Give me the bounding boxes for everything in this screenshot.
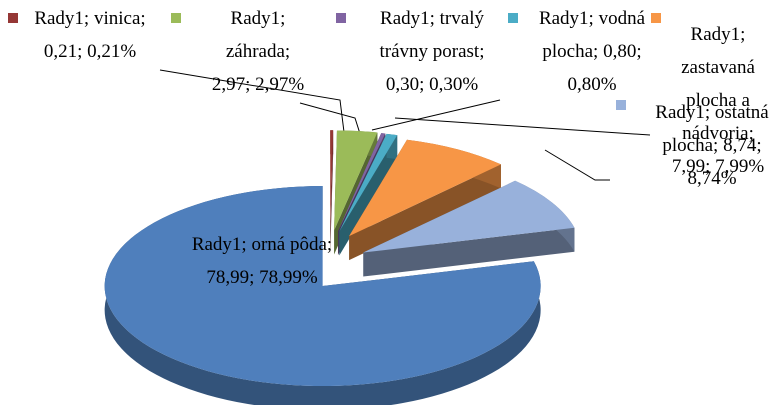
data-label: Rady1; orná pôda; 78,99; 78,99% <box>191 234 333 288</box>
data-label: Rady1; trvalý trávny porast; 0,30; 0,30% <box>379 8 485 95</box>
slice <box>330 130 334 231</box>
slice <box>339 133 398 232</box>
leader-line <box>544 149 610 181</box>
slice <box>334 130 378 231</box>
legend-marker <box>336 13 346 23</box>
legend-marker <box>651 13 661 23</box>
slice-wall <box>330 130 334 255</box>
leader-line <box>159 69 346 141</box>
leader-lines <box>159 69 651 181</box>
legend-marker <box>171 13 181 23</box>
slice <box>363 180 575 253</box>
data-label: Rady1; ostatná plocha; 8,74; 8,74% <box>655 102 769 189</box>
data-label: Rady1; vodná plocha; 0,80; 0,80% <box>538 8 646 95</box>
leader-line <box>371 99 501 131</box>
slice-wall <box>349 139 501 261</box>
slice-wall <box>363 180 575 277</box>
legend-marker <box>616 100 626 110</box>
slice <box>349 139 501 237</box>
data-label: Rady1; zastavaná plocha a nádvoria; 7,99… <box>671 24 765 177</box>
leader-line <box>394 117 651 136</box>
slice <box>104 186 541 387</box>
legend-marker <box>508 13 518 23</box>
data-label: Rady1; záhrada; 2,97; 2,97% <box>211 8 305 95</box>
slice-wall <box>339 133 398 256</box>
legend-marker <box>8 13 18 23</box>
slice <box>337 133 386 232</box>
data-label: Rady1; vinica; 0,21; 0,21% <box>34 8 146 62</box>
